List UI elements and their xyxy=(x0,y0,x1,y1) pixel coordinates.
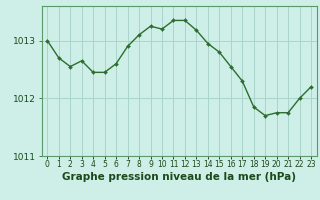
X-axis label: Graphe pression niveau de la mer (hPa): Graphe pression niveau de la mer (hPa) xyxy=(62,172,296,182)
